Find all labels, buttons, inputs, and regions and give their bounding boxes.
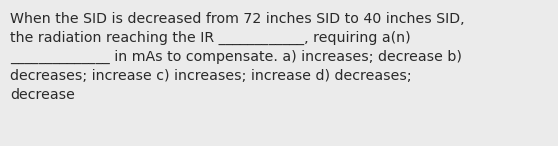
Text: When the SID is decreased from 72 inches SID to 40 inches SID,
the radiation rea: When the SID is decreased from 72 inches… xyxy=(10,12,465,102)
